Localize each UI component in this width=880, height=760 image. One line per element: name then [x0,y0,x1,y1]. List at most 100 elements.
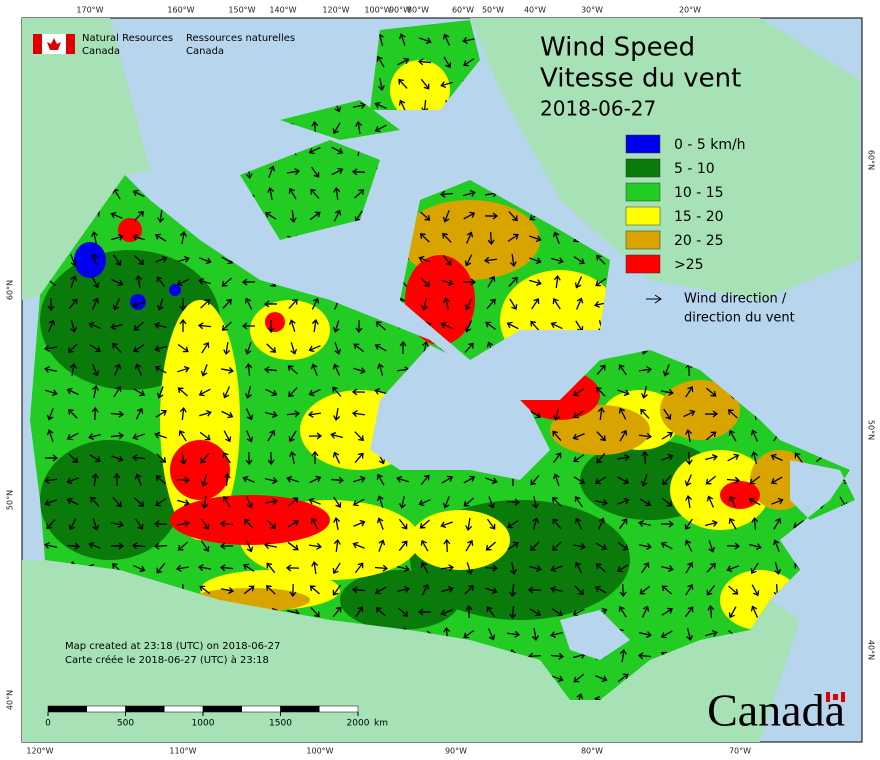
wind-arrow [616,564,629,573]
footer: Carte créée le 2018-06-27 (UTC) à 23:18 [65,654,269,666]
wind-arrow [529,410,542,419]
wind-arrow [264,211,277,220]
wind-arrow [219,542,234,550]
wind-arrow [267,319,275,334]
wind-arrow [487,628,496,641]
wind-arrow [440,564,455,572]
legend-title: Wind Speed [540,33,695,63]
wind-arrow [46,429,54,442]
wind-arrow [113,386,122,398]
wind-arrow [595,542,608,551]
wind-arrow [574,517,583,530]
wind-arrow [706,495,715,508]
wind-arrow [289,209,297,224]
wind-arrow [111,455,124,463]
wind-arrow [266,343,277,353]
wind-arrow [705,629,718,637]
wind-arrow [198,277,211,285]
wind-arrow [420,78,430,90]
wind-arrow [685,451,693,466]
wind-arrow [156,453,167,463]
wind-arrow [46,408,54,421]
wind-arrow [134,363,143,376]
wind-arrow [43,476,58,484]
wind-arrow [596,452,606,464]
lat-label: 40°N [6,690,15,710]
wind-arrow [748,497,761,506]
wind-zone [118,218,142,242]
wind-arrow [661,607,674,616]
scale-segment [241,705,281,713]
wind-arrow [660,388,674,396]
wind-arrow [222,386,231,399]
wind-arrow [332,320,340,333]
wind-arrow [69,363,77,377]
wind-arrow [705,519,718,527]
wind-arrow [486,606,496,618]
lon-label: 100°W [364,6,391,15]
wind-arrow [311,450,319,465]
scale-segment [125,705,165,713]
wind-arrow [619,429,628,442]
wind-arrow [288,319,296,332]
wind-arrow [66,542,81,550]
wind-arrow [749,543,762,551]
wind-arrow [638,542,652,550]
wind-arrow [221,410,234,419]
wind-arrow [92,385,99,399]
wind-arrow [46,519,56,530]
legend-swatch [625,206,661,226]
wind-arrow [553,274,561,289]
wind-arrow [131,454,146,462]
wind-arrow [68,453,79,463]
wind-arrow [154,233,167,242]
wind-arrow [529,235,542,243]
legend-date: 2018-06-27 [540,97,656,121]
wind-arrow [265,411,278,418]
wind-arrow [661,497,673,507]
wind-arrow [440,81,453,89]
wind-arrow [200,364,208,377]
wind-arrow [506,630,521,638]
wind-arrow [200,452,210,464]
wind-arrow [222,298,232,309]
wind-arrow [420,277,430,288]
footer: Map created at 23:18 (UTC) on 2018-06-27 [65,641,280,652]
wind-arrow [421,298,428,311]
wind-arrow [398,540,408,552]
wind-arrow [66,497,79,506]
wind-arrow [90,496,100,507]
wind-arrow [641,450,649,465]
wind-arrow [134,255,145,266]
wind-arrow [156,386,164,399]
wind-arrow [509,253,517,268]
wind-zone [170,495,330,545]
wind-arrow [378,539,386,552]
wind-arrow [507,233,519,242]
wind-arrow [243,585,255,595]
wind-arrow [417,58,432,66]
wind-arrow [530,320,540,331]
wind-arrow [573,388,585,397]
wind-arrow [134,473,142,486]
wind-arrow [727,453,740,462]
wind-arrow [530,541,540,552]
wind-arrow [88,321,101,329]
wind-zone [660,380,740,440]
wind-arrow [177,387,188,397]
wind-arrow [333,517,341,531]
wind-arrow [594,585,607,594]
wind-arrow [374,343,387,352]
wind-arrow [552,231,560,244]
lon-label: 60°W [452,6,474,15]
legend-label: 5 - 10 [674,161,715,177]
wind-zone [130,294,146,310]
wind-arrow [223,341,231,356]
wind-arrow [290,342,298,355]
lon-label: 110°W [169,747,196,756]
wind-arrow [66,387,79,396]
lat-label: 60°N [6,280,15,300]
wind-arrow [179,406,187,421]
wind-arrow [506,498,521,506]
wind-arrow [89,454,101,463]
